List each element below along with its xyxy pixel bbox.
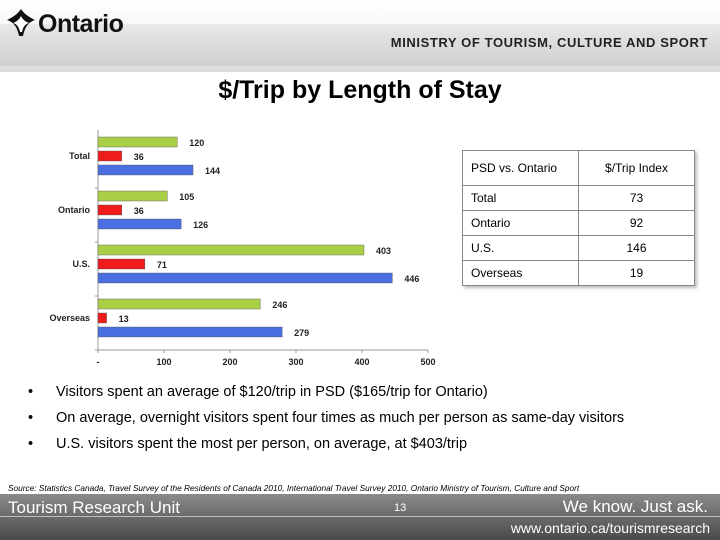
table-cell-label: Ontario [462,210,579,236]
data-label: 36 [134,206,144,216]
table-cell-value: 92 [578,210,695,236]
data-label: 279 [294,328,309,338]
category-label: Total [69,151,90,161]
page-number: 13 [394,502,407,514]
footer-unit-name: Tourism Research Unit [8,498,180,517]
bar [97,190,168,202]
table-cell-value: 19 [578,260,695,286]
x-tick-label: 100 [156,357,171,367]
data-label: 403 [376,246,391,256]
data-label: 71 [157,260,167,270]
ministry-name: MINISTRY OF TOURISM, CULTURE AND SPORT [390,35,708,50]
table-cell-label: U.S. [462,235,579,261]
bar-chart: - 100 200 300 400 500 Total 120 36 144 Ontario 105 3… [49,130,436,367]
table-cell-value: 146 [578,235,695,261]
category-label: Overseas [49,313,90,323]
table-row: Overseas 19 [462,260,695,286]
table-header-psd: PSD vs. Ontario [462,150,579,186]
bar [97,298,261,310]
data-label: 105 [179,192,194,202]
bar [97,326,283,338]
footer-slogan: We know. Just ask. [562,497,708,516]
header-band [0,24,720,66]
data-label: 246 [272,300,287,310]
bullet-item: Visitors spent an average of $120/trip i… [28,383,624,409]
bullet-list: Visitors spent an average of $120/trip i… [28,383,624,461]
bullet-item: On average, overnight visitors spent fou… [28,409,624,435]
trillium-logo-icon [7,9,35,36]
x-tick-label: 500 [420,357,435,367]
x-tick-label: 300 [288,357,303,367]
category-label: Ontario [58,205,91,215]
logo-text: Ontario [38,10,124,38]
bar [97,272,393,284]
x-tick-label: - [97,357,100,367]
data-label: 446 [404,274,419,284]
index-table: PSD vs. Ontario $/Trip Index Total 73 On… [462,150,695,286]
bar [97,244,365,256]
bar [97,164,194,176]
table-cell-value: 73 [578,185,695,211]
footer: Tourism Research Unit 13 We know. Just a… [0,494,720,540]
x-tick-label: 200 [222,357,237,367]
header: Ontario MINISTRY OF TOURISM, CULTURE AND… [0,0,720,72]
bar [97,136,178,148]
table-cell-label: Total [462,185,579,211]
x-tick-label: 400 [354,357,369,367]
table-row: Total 73 [462,185,695,211]
data-label: 126 [193,220,208,230]
footer-url: www.ontario.ca/tourismresearch [510,520,710,536]
bar [97,258,146,270]
data-label: 36 [134,152,144,162]
table-row: Ontario 92 [462,210,695,236]
footer-divider [0,516,720,517]
source-note: Source: Statistics Canada, Travel Survey… [8,483,580,493]
bar [97,312,107,324]
table-header-row: PSD vs. Ontario $/Trip Index [462,150,695,186]
data-label: 13 [119,314,129,324]
table-row: U.S. 146 [462,235,695,261]
bar [97,218,182,230]
table-header-index: $/Trip Index [578,150,695,186]
bar [97,150,122,162]
data-label: 120 [189,138,204,148]
bar [97,204,122,216]
table-cell-label: Overseas [462,260,579,286]
data-label: 144 [205,166,220,176]
category-label: U.S. [72,259,90,269]
page-title: $/Trip by Length of Stay [218,76,502,104]
bullet-item: U.S. visitors spent the most per person,… [28,435,624,461]
